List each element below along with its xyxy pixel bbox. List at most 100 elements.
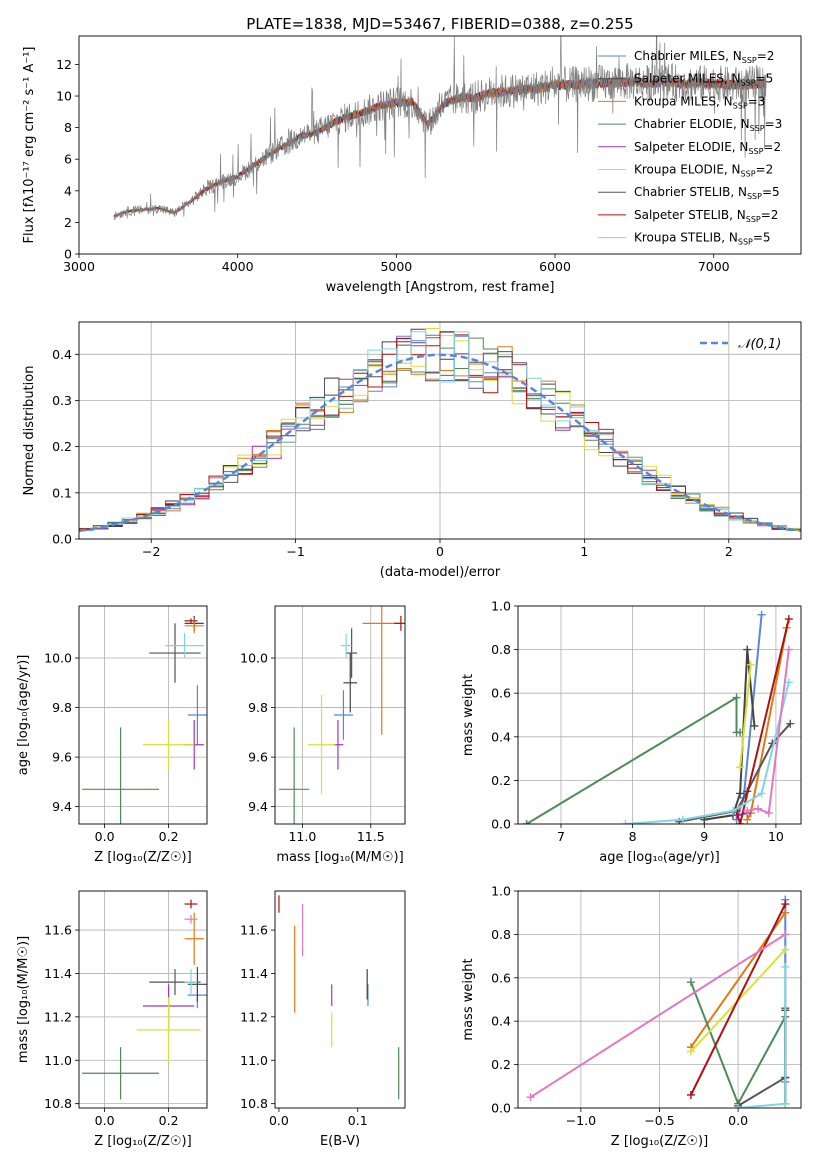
y-tick-label: 11.0 [240, 1053, 268, 1068]
axes-frame [78, 321, 802, 540]
legend-entry: 𝒩(0,1) [738, 337, 781, 352]
series-line [530, 933, 786, 1099]
y-tick-label: 6 [64, 152, 72, 167]
x-tick-label: 2 [725, 544, 733, 559]
y-tick-label: 10 [56, 89, 72, 104]
x-tick-label: 7 [557, 829, 565, 844]
x-axis-label: Z [log₁₀(Z/Z☉)] [611, 1134, 708, 1149]
x-tick-label: 4000 [222, 259, 254, 274]
plus-marker [678, 815, 687, 824]
y-tick-label: 0.1 [52, 485, 72, 500]
plus-marker [781, 900, 790, 909]
plot-area [279, 606, 405, 824]
legend-entry: Chabrier STELIB, NSSP=5 [634, 185, 780, 201]
plus-marker [526, 1093, 535, 1102]
legend-entry: Kroupa MILES, NSSP=3 [634, 94, 765, 110]
x-tick-label: 11.5 [357, 829, 385, 844]
plot-area [113, 36, 767, 221]
y-tick-label: 0.8 [491, 927, 511, 942]
series-line [625, 682, 790, 824]
plus-marker [781, 930, 790, 939]
y-tick-label: 0.2 [491, 1057, 511, 1072]
x-tick-label: 5000 [380, 259, 412, 274]
plus-marker [754, 804, 763, 813]
plus-marker [728, 806, 737, 815]
plus-marker [784, 645, 793, 654]
axes-frame [274, 605, 406, 825]
plus-marker [743, 806, 752, 815]
plus-marker [750, 721, 759, 730]
y-tick-label: 0.2 [491, 773, 511, 788]
y-tick-label: 9.4 [52, 799, 72, 814]
y-axis-label: Normed distribution [22, 366, 37, 496]
plus-marker [746, 660, 755, 669]
plot-area [278, 895, 400, 1100]
y-tick-label: 0.0 [491, 1101, 511, 1116]
y-tick-label: 0.2 [52, 439, 72, 454]
x-tick-label: 0.0 [269, 1113, 289, 1128]
x-axis-label: (data-model)/error [380, 565, 501, 580]
y-tick-label: 11.2 [44, 1009, 72, 1024]
x-tick-label: −2 [142, 544, 160, 559]
y-tick-label: 8 [64, 120, 72, 135]
y-tick-label: 10.8 [44, 1096, 72, 1111]
series-line [735, 618, 790, 824]
axes-frame [78, 35, 802, 255]
y-axis-label: mass [log₁₀(M/M☉)] [16, 936, 31, 1063]
x-tick-label: 1 [580, 544, 588, 559]
y-tick-label: 4 [64, 183, 72, 198]
x-tick-label: 9 [700, 829, 708, 844]
y-tick-label: 9.8 [248, 700, 268, 715]
x-tick-label: 0.1 [348, 1113, 368, 1128]
axes-frame [78, 605, 208, 825]
plus-marker [784, 678, 793, 687]
x-axis-label: Z [log₁₀(Z/Z☉)] [94, 850, 191, 865]
y-tick-label: 0.8 [491, 642, 511, 657]
y-tick-label: 9.6 [52, 750, 72, 765]
plus-marker [686, 1090, 695, 1099]
normal-reference-curve [79, 353, 801, 533]
legend-entry: Salpeter STELIB, NSSP=2 [634, 208, 778, 224]
series-line [690, 903, 787, 1096]
x-tick-label: 0 [436, 544, 444, 559]
series-line [738, 967, 787, 1108]
plot-area [82, 615, 207, 824]
x-tick-label: 11.0 [288, 829, 316, 844]
x-tick-label: 0.2 [159, 1113, 179, 1128]
x-tick-label: 3000 [63, 259, 95, 274]
mass-vs-Z-panel: 0.0 0.2 10.8 11.0 11.2 11.4 11.6 Z [log₁₀(Z/Z☉)… [16, 890, 208, 1149]
y-axis-label: mass weight [461, 674, 476, 756]
axes-frame [517, 605, 802, 825]
series-line [739, 664, 752, 768]
y-tick-label: 9.8 [52, 700, 72, 715]
y-tick-label: 0.4 [52, 347, 72, 362]
plus-marker [781, 945, 790, 954]
y-tick-label: 11.0 [44, 1053, 72, 1068]
legend-entry: Salpeter ELODIE, NSSP=2 [634, 140, 781, 156]
plus-marker [621, 820, 630, 824]
plus-marker [743, 645, 752, 654]
y-tick-label: 0.6 [491, 970, 511, 985]
figure-title: PLATE=1838, MJD=53467, FIBERID=0388, z=0… [246, 15, 633, 33]
y-tick-label: 11.2 [240, 1009, 268, 1024]
histogram-step [79, 331, 801, 532]
y-tick-label: 11.6 [240, 923, 268, 938]
y-tick-label: 11.4 [240, 966, 268, 981]
plus-marker [686, 978, 695, 987]
x-tick-label: −0.5 [644, 1113, 674, 1128]
x-axis-label: E(B-V) [320, 1134, 360, 1149]
plus-marker [686, 1047, 695, 1056]
plot-area [82, 899, 207, 1100]
y-tick-label: 1.0 [491, 599, 511, 614]
age-vs-Z-panel: 0.0 0.2 9.4 9.6 9.8 10.0 Z [log₁₀(Z/Z☉)] age [l… [16, 605, 208, 865]
plus-marker [784, 615, 793, 624]
plus-marker [522, 820, 531, 824]
plus-marker [736, 820, 745, 824]
y-tick-label: 10.0 [44, 651, 72, 666]
plus-marker [732, 693, 741, 702]
y-tick-label: 0.0 [52, 532, 72, 547]
legend-entry: Kroupa STELIB, NSSP=5 [634, 231, 771, 247]
y-tick-label: 9.4 [248, 799, 268, 814]
plus-marker [786, 719, 795, 728]
